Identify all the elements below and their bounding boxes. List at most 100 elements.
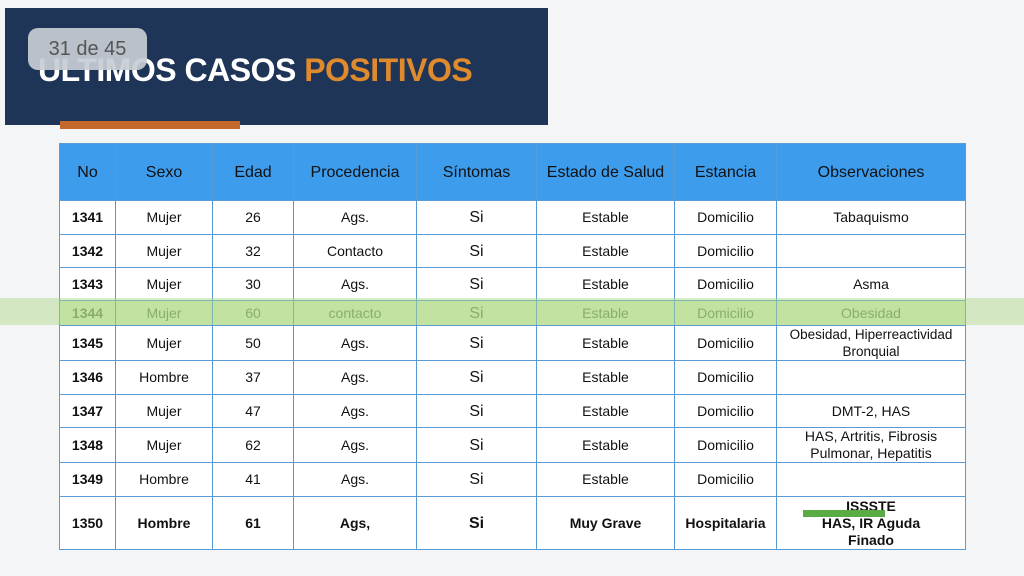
table-cell: Si: [416, 300, 537, 326]
table-cell: Mujer: [115, 325, 213, 361]
table-cell: Ags.: [293, 360, 417, 395]
table-cell: Estable: [536, 394, 675, 428]
table-cell: Domicilio: [674, 360, 777, 395]
column-header: Estancia: [674, 143, 777, 201]
table-cell: Estable: [536, 267, 675, 301]
column-header: Procedencia: [293, 143, 417, 201]
table-cell: 32: [212, 234, 294, 268]
table-row: 1343 Mujer 30 Ags. Si Estable Domicilio Asma: [59, 267, 966, 301]
title-orange: POSITIVOS: [304, 52, 473, 88]
table-cell: 61: [212, 496, 294, 550]
table-cell: Estable: [536, 300, 675, 326]
table-cell: Ags.: [293, 200, 417, 235]
table-cell: Muy Grave: [536, 496, 675, 550]
table-cell: Domicilio: [674, 394, 777, 428]
table-cell: [776, 462, 966, 497]
table-row: 1349 Hombre 41 Ags. Si Estable Domicilio: [59, 462, 966, 497]
table-cell: 1350: [59, 496, 116, 550]
table-cell: Si: [416, 325, 537, 361]
header-row: No Sexo Edad Procedencia Síntomas Estado de S…: [59, 143, 966, 201]
table-cell: Mujer: [115, 200, 213, 235]
table-row: 1342 Mujer 32 Contacto Si Estable Domicilio: [59, 234, 966, 268]
table-cell: Domicilio: [674, 234, 777, 268]
table-cell: 1348: [59, 427, 116, 463]
table-cell: Si: [416, 496, 537, 550]
table-cell: Ags.: [293, 427, 417, 463]
table-cell: [776, 360, 966, 395]
column-header: Síntomas: [416, 143, 537, 201]
table-cell: Hombre: [115, 360, 213, 395]
table-cell: Domicilio: [674, 267, 777, 301]
column-header: Edad: [212, 143, 294, 201]
highlighter-mark: [803, 510, 885, 517]
table-row: 1350 Hombre 61 Ags, Si Muy Grave Hospitalaria I…: [59, 496, 966, 550]
table-cell: Si: [416, 267, 537, 301]
table-cell: Mujer: [115, 427, 213, 463]
table-cell: HAS, Artritis, Fibrosis Pulmonar, Hepati…: [776, 427, 966, 463]
table-cell: Mujer: [115, 300, 213, 326]
table-cell: 1346: [59, 360, 116, 395]
column-header: Sexo: [115, 143, 213, 201]
column-header: No: [59, 143, 116, 201]
table-cell: Ags.: [293, 267, 417, 301]
table-cell: Estable: [536, 360, 675, 395]
table-cell: Domicilio: [674, 200, 777, 235]
table-cell: Si: [416, 462, 537, 497]
table-cell: DMT-2, HAS: [776, 394, 966, 428]
title-underline: [60, 121, 240, 129]
table-cell: 1347: [59, 394, 116, 428]
table-cell: Si: [416, 234, 537, 268]
table-cell: Domicilio: [674, 462, 777, 497]
table-cell: Ags.: [293, 462, 417, 497]
table-cell: 47: [212, 394, 294, 428]
table-cell: 41: [212, 462, 294, 497]
table-row: 1347 Mujer 47 Ags. Si Estable Domicilio DMT-2, …: [59, 394, 966, 428]
table-cell: Mujer: [115, 234, 213, 268]
table-cell: Estable: [536, 427, 675, 463]
table-cell: Hombre: [115, 496, 213, 550]
table-cell: 1343: [59, 267, 116, 301]
table-cell: Domicilio: [674, 300, 777, 326]
table-cell: Estable: [536, 325, 675, 361]
table-cell: contacto: [293, 300, 417, 326]
table-cell: Si: [416, 427, 537, 463]
table-cell: 60: [212, 300, 294, 326]
table-row: 1346 Hombre 37 Ags. Si Estable Domicilio: [59, 360, 966, 395]
table-cell: 1345: [59, 325, 116, 361]
page-counter: 31 de 45: [28, 28, 147, 70]
table-row: 1348 Mujer 62 Ags. Si Estable Domicilio HAS, Ar…: [59, 427, 966, 463]
table-cell: Mujer: [115, 394, 213, 428]
table-cell: Domicilio: [674, 427, 777, 463]
table-cell: Estable: [536, 462, 675, 497]
table-cell: 26: [212, 200, 294, 235]
table-cell: 1341: [59, 200, 116, 235]
table-cell: 50: [212, 325, 294, 361]
table-cell: Si: [416, 394, 537, 428]
column-header: Estado de Salud: [536, 143, 675, 201]
table-cell: Si: [416, 200, 537, 235]
table-cell: 1344: [59, 300, 116, 326]
table-cell: Mujer: [115, 267, 213, 301]
table-cell: Hombre: [115, 462, 213, 497]
cases-table: No Sexo Edad Procedencia Síntomas Estado de S…: [59, 143, 966, 550]
table-cell: Obesidad, Hiperreactividad Bronquial: [776, 325, 966, 361]
table-cell: Contacto: [293, 234, 417, 268]
table-row: 1345 Mujer 50 Ags. Si Estable Domicilio Obesida…: [59, 325, 966, 361]
table-cell: 1342: [59, 234, 116, 268]
table-cell: 37: [212, 360, 294, 395]
table-cell: Domicilio: [674, 325, 777, 361]
table-row: 1341 Mujer 26 Ags. Si Estable Domicilio Tabaqui…: [59, 200, 966, 235]
table-cell: Hospitalaria: [674, 496, 777, 550]
table-cell: Obesidad: [776, 300, 966, 326]
table-cell: [776, 234, 966, 268]
table-cell: 1349: [59, 462, 116, 497]
table-cell: Estable: [536, 234, 675, 268]
column-header: Observaciones: [776, 143, 966, 201]
table-body: 1341 Mujer 26 Ags. Si Estable Domicilio Tabaqui…: [59, 200, 966, 550]
table-cell: 62: [212, 427, 294, 463]
table-cell: Si: [416, 360, 537, 395]
table-cell: Ags.: [293, 394, 417, 428]
table-cell: ISSSTE HAS, IR Aguda Finado: [776, 496, 966, 550]
table-cell: Ags,: [293, 496, 417, 550]
